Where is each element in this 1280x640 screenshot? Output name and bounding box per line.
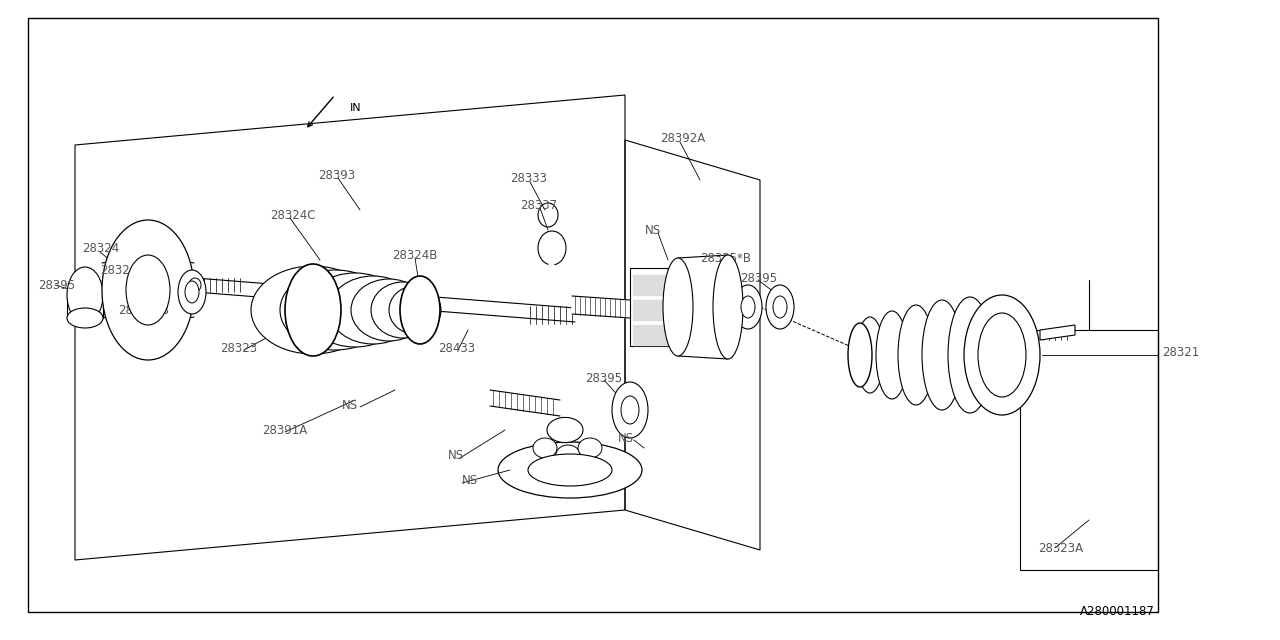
- Ellipse shape: [532, 438, 557, 458]
- Ellipse shape: [849, 323, 872, 387]
- Text: 28391A: 28391A: [262, 424, 307, 436]
- Ellipse shape: [899, 305, 934, 405]
- Text: A280001187: A280001187: [1080, 605, 1155, 618]
- Ellipse shape: [186, 281, 198, 303]
- Text: 28337: 28337: [520, 198, 557, 211]
- Ellipse shape: [329, 276, 417, 344]
- Ellipse shape: [612, 382, 648, 438]
- Ellipse shape: [285, 264, 340, 356]
- Ellipse shape: [178, 270, 206, 314]
- Text: 28395: 28395: [740, 271, 777, 285]
- Ellipse shape: [556, 445, 580, 465]
- Text: 28335*B: 28335*B: [118, 303, 169, 317]
- Text: 28335*B: 28335*B: [700, 252, 751, 264]
- Text: 28393: 28393: [317, 168, 355, 182]
- Ellipse shape: [389, 286, 442, 334]
- Ellipse shape: [547, 417, 582, 443]
- Ellipse shape: [773, 296, 787, 318]
- Polygon shape: [634, 300, 675, 320]
- Ellipse shape: [964, 295, 1039, 415]
- Ellipse shape: [876, 311, 908, 399]
- Ellipse shape: [663, 258, 692, 356]
- Ellipse shape: [948, 297, 992, 413]
- Polygon shape: [572, 296, 630, 318]
- Text: NS: NS: [462, 474, 479, 486]
- Ellipse shape: [741, 296, 755, 318]
- Ellipse shape: [856, 317, 884, 393]
- Text: 28323: 28323: [220, 342, 257, 355]
- Text: 28395: 28395: [38, 278, 76, 291]
- Ellipse shape: [733, 285, 762, 329]
- Ellipse shape: [125, 255, 170, 325]
- Text: 28324A: 28324A: [100, 264, 145, 276]
- Text: 28321: 28321: [1162, 346, 1199, 358]
- Ellipse shape: [102, 220, 195, 360]
- Ellipse shape: [189, 278, 201, 292]
- Text: 28324C: 28324C: [270, 209, 315, 221]
- Text: NS: NS: [618, 431, 634, 445]
- Ellipse shape: [713, 255, 742, 359]
- Text: 28395: 28395: [585, 371, 622, 385]
- Ellipse shape: [978, 313, 1027, 397]
- Polygon shape: [630, 268, 678, 346]
- Text: 28324B: 28324B: [392, 248, 438, 262]
- Polygon shape: [1039, 325, 1075, 340]
- Bar: [28, 18, 1158, 612]
- Text: 28324: 28324: [82, 241, 119, 255]
- Text: 28323A: 28323A: [1038, 541, 1083, 554]
- Ellipse shape: [67, 267, 102, 323]
- Polygon shape: [678, 255, 728, 359]
- Ellipse shape: [579, 438, 602, 458]
- Ellipse shape: [305, 273, 404, 347]
- Ellipse shape: [621, 396, 639, 424]
- Ellipse shape: [765, 285, 794, 329]
- Text: NS: NS: [645, 223, 662, 237]
- Ellipse shape: [498, 442, 643, 498]
- Ellipse shape: [401, 276, 440, 344]
- Text: IN: IN: [349, 103, 362, 113]
- Text: NS: NS: [448, 449, 465, 461]
- Ellipse shape: [351, 279, 428, 341]
- Polygon shape: [195, 278, 575, 322]
- Ellipse shape: [280, 270, 390, 350]
- Ellipse shape: [371, 282, 435, 338]
- Ellipse shape: [251, 266, 375, 354]
- Polygon shape: [634, 275, 675, 295]
- Polygon shape: [490, 390, 561, 416]
- Text: 28333: 28333: [509, 172, 547, 184]
- Ellipse shape: [529, 454, 612, 486]
- Ellipse shape: [67, 308, 102, 328]
- Bar: [1020, 330, 1158, 570]
- Text: 28392A: 28392A: [660, 131, 705, 145]
- Text: NS: NS: [342, 399, 358, 412]
- Ellipse shape: [922, 300, 963, 410]
- Text: 28433: 28433: [438, 342, 475, 355]
- Polygon shape: [634, 325, 675, 345]
